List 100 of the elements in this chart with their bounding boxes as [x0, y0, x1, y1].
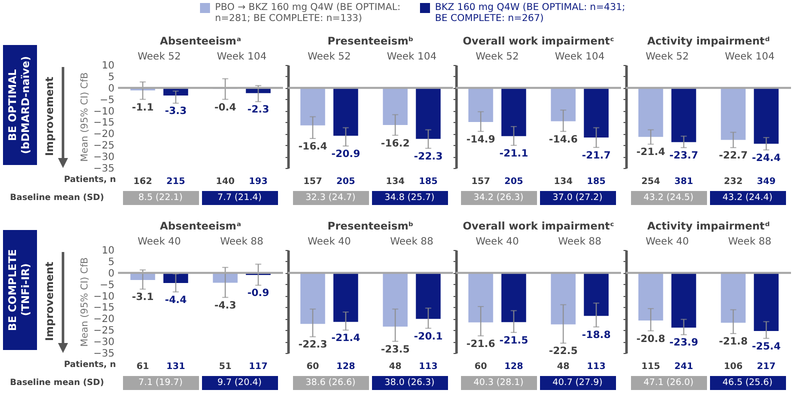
text: 48 — [388, 362, 402, 372]
text: Patients, n — [64, 360, 116, 370]
text: 117 — [248, 362, 268, 372]
y-tick-label: 0 — [108, 268, 114, 280]
text: 60 — [306, 362, 320, 372]
x-tick-label: Week 88 — [390, 236, 434, 248]
data-label: -20.8 — [636, 334, 666, 345]
y-tick-label: −30 — [93, 337, 114, 348]
y-tick-label: −20 — [93, 314, 114, 326]
y-tick-label: −10 — [93, 106, 114, 118]
text: 8.5 (22.1) — [122, 191, 198, 205]
text: 157 — [471, 177, 490, 187]
data-label: -23.5 — [380, 344, 410, 356]
text: 9.7 (20.4) — [202, 376, 278, 390]
data-label: -3.3 — [164, 106, 187, 118]
x-tick-label: Week 40 — [308, 236, 351, 248]
data-label: -24.4 — [752, 152, 781, 164]
y-tick-label: −20 — [93, 129, 114, 140]
chart-title: Presenteeismᵇ — [328, 36, 414, 48]
chart-title: Presenteeismᵇ — [328, 220, 414, 232]
text: 115 — [641, 362, 660, 372]
x-tick-label: Week 40 — [138, 236, 181, 248]
data-label: -4.3 — [214, 300, 236, 312]
data-label: -3.1 — [132, 292, 154, 304]
chart-title: Absenteeismᵃ — [160, 220, 242, 232]
text: 205 — [336, 177, 356, 187]
text: 7.1 (19.7) — [122, 376, 198, 390]
chart-title: Overall work impairmentᶜ — [462, 36, 614, 48]
data-label: -21.6 — [466, 338, 496, 350]
y-tick-label: −5 — [100, 94, 114, 106]
data-label: -2.3 — [247, 104, 270, 116]
x-tick-label: Week 52 — [476, 52, 519, 62]
x-tick-label: Week 88 — [220, 236, 264, 248]
text: 51 — [218, 362, 232, 372]
text: 7.7 (21.4) — [202, 191, 278, 205]
chart-title: Overall work impairmentᶜ — [462, 220, 614, 232]
data-label: -20.9 — [331, 149, 360, 160]
text: 185 — [586, 177, 606, 187]
data-label: -18.8 — [582, 330, 611, 341]
y-tick-label: −15 — [93, 118, 114, 129]
y-tick-label: 0 — [108, 83, 114, 94]
chart-title: Activity impairmentᵈ — [647, 220, 770, 232]
data-label: -4.4 — [164, 294, 187, 306]
text: 43.2 (24.5) — [630, 191, 706, 205]
text: 254 — [641, 177, 660, 187]
text: 128 — [504, 362, 524, 372]
data-label: -22.3 — [414, 151, 443, 162]
text: 381 — [674, 177, 694, 187]
y-tick-label: −25 — [93, 140, 114, 152]
data-label: -21.7 — [582, 150, 611, 162]
data-label: -21.8 — [718, 336, 748, 348]
x-tick-label: Week 52 — [138, 52, 181, 62]
x-tick-label: Week 88 — [728, 236, 772, 248]
text: Improvement — [44, 260, 56, 344]
data-label: -22.3 — [298, 340, 328, 351]
text: 34.8 (25.7) — [372, 191, 448, 205]
text: BE COMPLETE (TNFi-IR) — [3, 230, 37, 350]
text: BE OPTIMAL (bDMARD-naïve) — [3, 45, 37, 165]
y-axis-title: Mean (95% CI) CfB — [79, 72, 90, 162]
text: 34.2 (26.3) — [460, 191, 536, 205]
text: 157 — [303, 177, 322, 187]
y-tick-label: −35 — [93, 348, 114, 360]
y-tick-label: 5 — [108, 256, 114, 268]
text: 232 — [724, 177, 743, 187]
y-tick-label: −30 — [93, 152, 114, 164]
text: 43.2 (24.4) — [710, 191, 786, 205]
x-tick-label: Week 88 — [558, 236, 602, 248]
text: 215 — [166, 177, 186, 187]
x-tick-label: Week 52 — [308, 52, 351, 62]
data-label: -21.4 — [331, 333, 360, 344]
y-tick-label: −35 — [93, 164, 114, 174]
data-label: -16.2 — [380, 138, 410, 150]
x-tick-label: Week 40 — [476, 236, 519, 248]
data-label: -0.4 — [214, 102, 236, 114]
chart-title: Activity impairmentᵈ — [647, 36, 770, 48]
x-tick-label: Week 104 — [386, 52, 437, 62]
text: 40.3 (28.1) — [460, 376, 536, 390]
text: 193 — [248, 177, 268, 187]
x-tick-label: Week 40 — [646, 236, 689, 248]
data-label: -23.9 — [669, 338, 698, 349]
text: 162 — [133, 177, 152, 187]
legend-label: BKZ 160 mg Q4W (BE OPTIMAL: n=431; BE COMPLETE: n=267) — [435, 2, 626, 24]
y-tick-label: −5 — [100, 280, 114, 291]
y-axis-title: Mean (95% CI) CfB — [79, 257, 90, 347]
text: 60 — [474, 362, 488, 372]
text: Baseline mean (SD) — [10, 378, 104, 388]
text: 134 — [554, 177, 573, 187]
text: 61 — [136, 362, 150, 372]
data-label: -25.4 — [752, 341, 781, 352]
y-tick-label: −25 — [93, 326, 114, 337]
text: 128 — [336, 362, 356, 372]
text: 241 — [674, 362, 694, 372]
text: 349 — [756, 177, 776, 187]
text: 113 — [586, 362, 606, 372]
text: 47.1 (26.0) — [630, 376, 706, 390]
text: Baseline mean (SD) — [10, 193, 104, 203]
data-label: -20.1 — [414, 331, 443, 342]
y-tick-label: 10 — [102, 60, 114, 72]
text: 46.5 (25.6) — [710, 376, 786, 390]
text: 134 — [386, 177, 405, 187]
